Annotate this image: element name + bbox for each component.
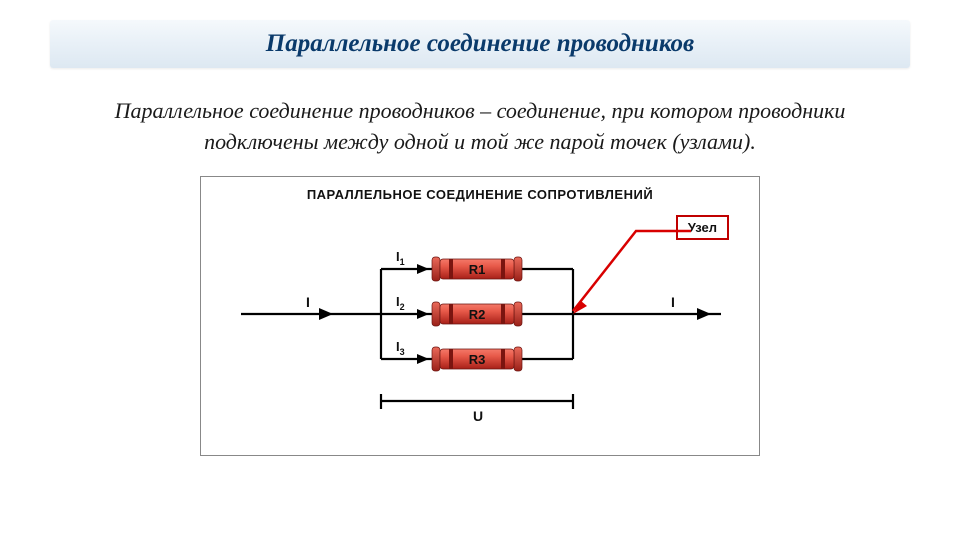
page-title: Параллельное соединение проводников <box>78 30 882 58</box>
resistor-r2: R2 <box>432 302 522 326</box>
diagram-heading: ПАРАЛЛЕЛЬНОЕ СОЕДИНЕНИЕ СОПРОТИВЛЕНИЙ <box>201 187 759 202</box>
voltage-label: U <box>473 408 483 424</box>
current-in-label: I <box>306 294 310 310</box>
resistor-label-r2: R2 <box>469 307 486 322</box>
title-bar: Параллельное соединение проводников <box>50 20 910 68</box>
definition-text: Параллельное соединение проводников – со… <box>60 96 900 158</box>
i2-sub: 2 <box>400 302 405 312</box>
resistor-r1: R1 <box>432 257 522 281</box>
resistor-label-r1: R1 <box>469 262 486 277</box>
current-out-label: I <box>671 294 675 310</box>
resistor-label-r3: R3 <box>469 352 486 367</box>
circuit-svg: R1 R2 R3 I I I1 I2 I3 U <box>201 209 761 449</box>
svg-text:I3: I3 <box>396 339 405 357</box>
i3-sub: 3 <box>400 347 405 357</box>
circuit-diagram: ПАРАЛЛЕЛЬНОЕ СОЕДИНЕНИЕ СОПРОТИВЛЕНИЙ Уз… <box>200 176 760 456</box>
svg-text:I1: I1 <box>396 249 405 267</box>
svg-text:I2: I2 <box>396 294 405 312</box>
resistor-r3: R3 <box>432 347 522 371</box>
i1-sub: 1 <box>400 257 405 267</box>
